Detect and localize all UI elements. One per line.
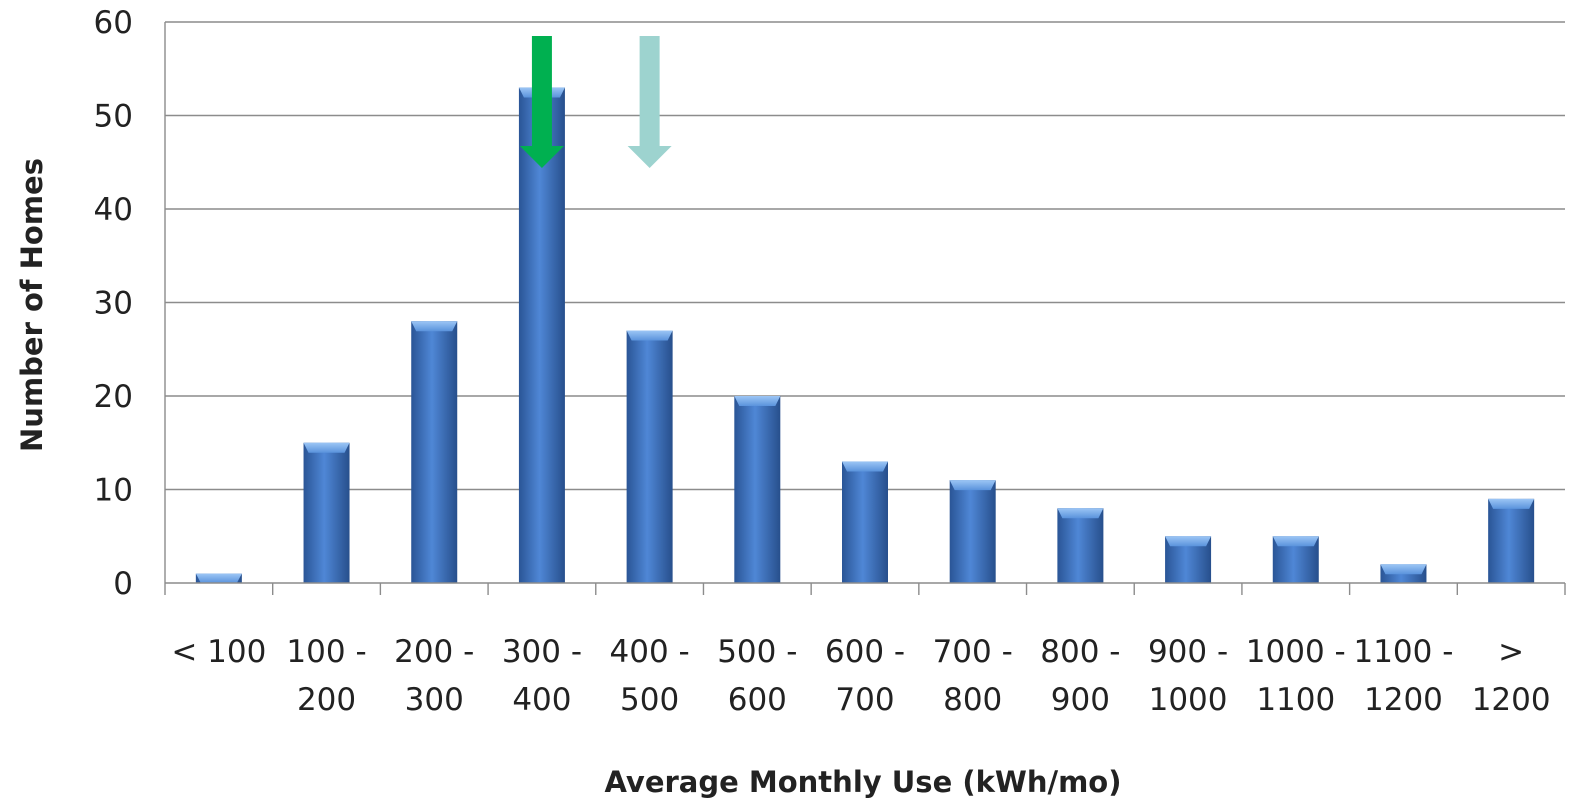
y-tick-label: 30 xyxy=(94,286,133,322)
x-tick-label: 800 - xyxy=(1040,634,1120,670)
x-tick-label: 1100 xyxy=(1256,682,1335,718)
bar xyxy=(1165,536,1212,583)
bar-body xyxy=(842,461,888,583)
y-tick-label: 10 xyxy=(94,473,133,509)
bar xyxy=(195,573,242,583)
bar-body xyxy=(518,87,565,583)
down-arrow-icon xyxy=(627,36,672,168)
x-axis-tick-labels: < 100 100 - 200 200 - 300 300 - 400 400 - 500 500… xyxy=(171,634,1550,718)
bar xyxy=(626,330,673,583)
bar-cap xyxy=(411,321,458,332)
annotations xyxy=(519,36,672,168)
bar-body xyxy=(626,330,673,583)
bar-body xyxy=(303,442,350,583)
bar-cap xyxy=(195,573,242,583)
bar-cap xyxy=(303,442,350,453)
bar-cap xyxy=(1380,564,1427,575)
bar-cap xyxy=(1165,536,1212,547)
bar xyxy=(303,442,350,583)
bar-cap xyxy=(949,480,996,491)
x-tick-label: 400 - xyxy=(610,634,690,670)
y-tick-label: 60 xyxy=(94,5,133,41)
bar xyxy=(1488,498,1535,583)
x-tick-label: 900 - xyxy=(1148,634,1228,670)
bar-cap xyxy=(1272,536,1319,547)
bar-cap xyxy=(1057,508,1104,519)
bar xyxy=(518,87,565,583)
y-tick-label: 40 xyxy=(94,192,133,228)
x-tick-label: 200 - xyxy=(394,634,474,670)
y-tick-label: 20 xyxy=(94,379,133,415)
bar xyxy=(411,321,458,583)
x-tick-label: 300 - xyxy=(502,634,582,670)
gridlines xyxy=(165,21,1565,491)
bars xyxy=(195,87,1535,583)
x-tick-label: 1200 xyxy=(1364,682,1443,718)
bar xyxy=(1272,536,1319,583)
bar xyxy=(734,396,781,583)
x-tick-label: 1000 xyxy=(1149,682,1228,718)
x-tick-label: 800 xyxy=(943,682,1002,718)
x-tick-label: 500 - xyxy=(717,634,797,670)
x-axis xyxy=(164,22,1566,595)
bar-body xyxy=(949,480,996,583)
bar-body xyxy=(734,396,781,583)
bar-body xyxy=(1057,508,1104,583)
down-arrow-icon xyxy=(519,36,564,168)
bar-cap xyxy=(842,461,888,472)
x-axis-title: Average Monthly Use (kWh/mo) xyxy=(605,765,1122,799)
x-tick-label: 300 xyxy=(405,682,464,718)
x-tick-label: 100 - xyxy=(286,634,366,670)
x-tick-label: 600 xyxy=(728,682,787,718)
x-tick-label: 1100 - xyxy=(1353,634,1453,670)
y-tick-label: 50 xyxy=(94,99,133,135)
bar xyxy=(842,461,888,583)
bar xyxy=(1380,564,1427,583)
x-tick-label: 600 - xyxy=(825,634,905,670)
x-tick-label: 900 xyxy=(1051,682,1110,718)
bar xyxy=(1057,508,1104,583)
x-tick-label: 1200 xyxy=(1472,682,1551,718)
y-tick-label: 0 xyxy=(113,566,133,602)
x-tick-label: 500 xyxy=(620,682,679,718)
bar-cap xyxy=(626,330,673,341)
y-axis-title: Number of Homes xyxy=(15,158,49,452)
x-tick-label: 1000 - xyxy=(1246,634,1346,670)
x-tick-label: 700 - xyxy=(933,634,1013,670)
x-tick-label: > xyxy=(1498,634,1524,670)
x-tick-label: 700 xyxy=(835,682,894,718)
bar-cap xyxy=(734,396,781,406)
x-tick-label: 400 xyxy=(512,682,571,718)
y-axis-tick-labels: 0 10 20 30 40 50 60 xyxy=(94,5,133,602)
x-tick-label: 200 xyxy=(297,682,356,718)
bar-cap xyxy=(1488,498,1535,509)
bar-body xyxy=(1488,498,1535,583)
bar-body xyxy=(411,321,458,583)
bar xyxy=(949,480,996,583)
x-tick-label: < 100 xyxy=(171,634,266,670)
